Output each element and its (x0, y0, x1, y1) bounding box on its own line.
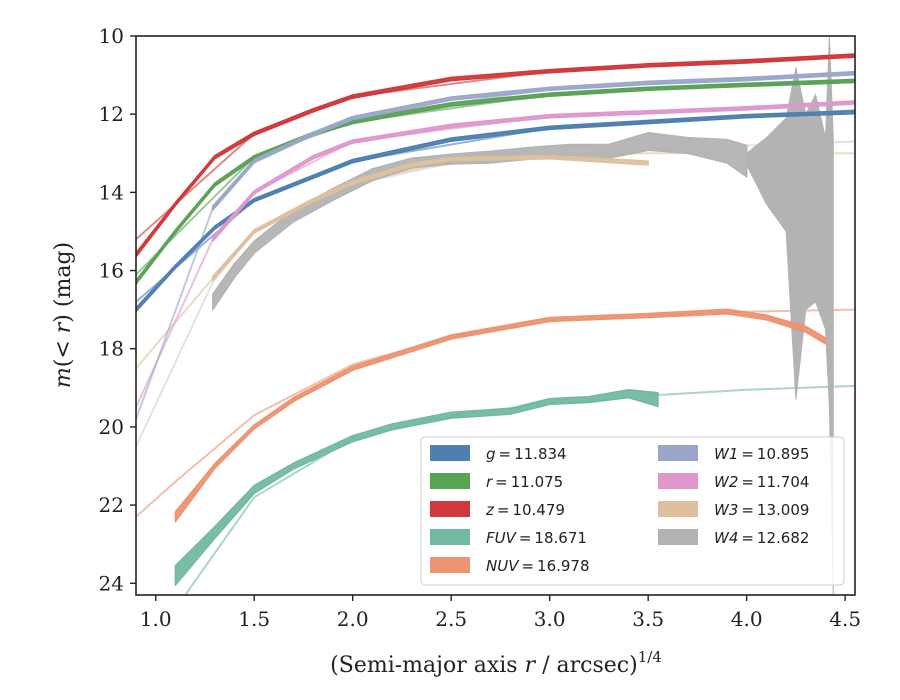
x-tick-label: 2.0 (337, 607, 369, 631)
y-tick-label: 10 (99, 24, 124, 48)
legend-label: NUV = 16.978 (486, 557, 590, 575)
legend-entry-w4: W4 = 12.682 (658, 529, 809, 547)
legend-value: = 11.075 (492, 473, 563, 491)
legend-swatch (430, 501, 470, 517)
y-axis-label: m(< r) (mag) (51, 242, 76, 388)
legend-entry-fuv: FUV = 18.671 (430, 529, 587, 547)
legend-label: g = 11.834 (486, 445, 567, 463)
legend-band: W4 (714, 529, 738, 547)
y-tick-label: 14 (99, 180, 124, 204)
x-tick-label: 1.0 (140, 607, 172, 631)
x-tick-label: 4.0 (731, 607, 763, 631)
x-tick-label: 3.0 (534, 607, 566, 631)
x-tick-label: 1.5 (238, 607, 270, 631)
legend-swatch (430, 557, 470, 573)
legend-entry-r: r = 11.075 (430, 473, 563, 491)
legend-swatch (658, 529, 698, 545)
legend-swatch (430, 445, 470, 461)
band-z (136, 53, 855, 258)
legend-label: r = 11.075 (486, 473, 563, 491)
legend-entry-w1: W1 = 10.895 (658, 445, 809, 463)
legend-entry-g: g = 11.834 (430, 445, 567, 463)
legend-band: W1 (714, 445, 738, 463)
x-axis-label-r: r (525, 653, 537, 678)
y-axis: 10 12 14 16 18 20 22 24 (99, 24, 136, 595)
legend-value: = 16.978 (518, 557, 589, 575)
y-tick-label: 18 (99, 337, 124, 361)
y-axis-label-m: m (51, 367, 76, 388)
legend-band: NUV (486, 557, 520, 575)
legend-label: FUV = 18.671 (486, 529, 587, 547)
band-nuv (174, 308, 827, 523)
legend-entry-w3: W3 = 13.009 (658, 501, 809, 519)
legend-entry-z: z = 10.479 (430, 501, 565, 519)
legend-value: = 12.682 (738, 529, 809, 547)
x-axis-label-exponent: 1/4 (638, 648, 662, 666)
legend-swatch (658, 445, 698, 461)
legend-entry-w2: W2 = 11.704 (658, 473, 809, 491)
x-tick-label: 3.5 (632, 607, 664, 631)
band-tail-w4 (746, 36, 834, 595)
legend-value: = 10.479 (494, 501, 565, 519)
x-tick-label: 2.5 (435, 607, 467, 631)
y-axis-label-open: (< (51, 333, 76, 367)
y-tick-label: 22 (99, 493, 124, 517)
legend-band: FUV (486, 529, 518, 547)
band-w3 (212, 154, 649, 282)
legend-band: z (485, 501, 495, 519)
legend-value: = 11.704 (738, 473, 809, 491)
legend-swatch (658, 501, 698, 517)
plot-frame (135, 35, 856, 596)
x-axis-label-rest: / arcsec) (535, 653, 638, 678)
legend-band: W3 (714, 501, 738, 519)
legend-value: = 13.009 (738, 501, 809, 519)
x-axis-label: (Semi-major axis r / arcsec)1/4 (330, 648, 662, 678)
legend-band: W2 (714, 473, 738, 491)
x-axis: 1.0 1.5 2.0 2.5 3.0 3.5 4.0 4.5 (140, 595, 861, 631)
y-tick-label: 20 (99, 415, 124, 439)
legend-swatch (658, 473, 698, 489)
band-g (136, 109, 855, 313)
legend-value: = 11.834 (496, 445, 567, 463)
band-w2 (212, 100, 855, 242)
legend-value: = 18.671 (516, 529, 587, 547)
legend-label: z = 10.479 (485, 501, 565, 519)
legend-label: W3 = 13.009 (714, 501, 809, 519)
legend-swatch (430, 529, 470, 545)
band-r (136, 78, 855, 285)
band-fuv (174, 389, 659, 586)
band-w4 (212, 132, 748, 311)
band-w1 (212, 70, 855, 211)
y-axis-label-rest: ) (mag) (51, 242, 76, 323)
legend-band: r (486, 473, 493, 491)
y-tick-label: 12 (99, 102, 124, 126)
legend-label: W1 = 10.895 (714, 445, 809, 463)
y-tick-label: 16 (99, 259, 124, 283)
legend-value: = 10.895 (738, 445, 809, 463)
y-tick-label: 24 (99, 571, 124, 595)
legend-entry-nuv: NUV = 16.978 (430, 557, 590, 575)
x-axis-label-main: (Semi-major axis (330, 653, 524, 678)
x-tick-label: 4.5 (829, 607, 861, 631)
legend-band: g (486, 445, 496, 463)
legend-swatch (430, 473, 470, 489)
legend-label: W2 = 11.704 (714, 473, 809, 491)
data-bands (136, 36, 855, 595)
legend-frame (420, 436, 845, 586)
legend-label: W4 = 12.682 (714, 529, 809, 547)
y-axis-label-r: r (51, 321, 76, 333)
